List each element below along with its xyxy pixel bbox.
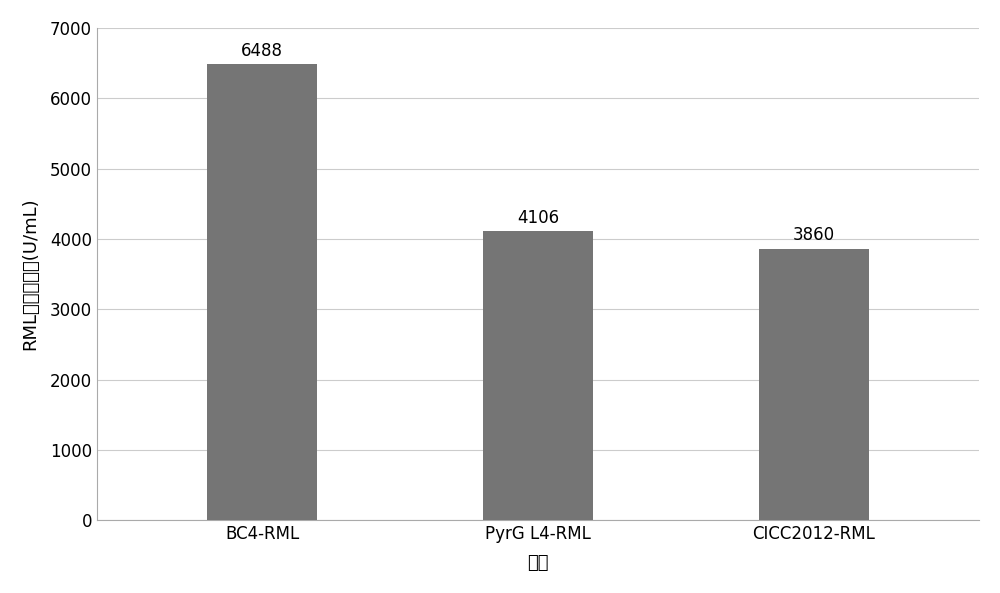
Bar bbox=[483, 231, 593, 520]
Text: 6488: 6488 bbox=[241, 42, 283, 60]
Bar bbox=[759, 248, 869, 520]
Bar bbox=[207, 64, 317, 520]
Text: 3860: 3860 bbox=[793, 227, 835, 244]
Y-axis label: RML脂肪酶活性(U/mL): RML脂肪酶活性(U/mL) bbox=[21, 197, 39, 350]
Text: 4106: 4106 bbox=[517, 209, 559, 227]
X-axis label: 菌株: 菌株 bbox=[527, 554, 549, 572]
